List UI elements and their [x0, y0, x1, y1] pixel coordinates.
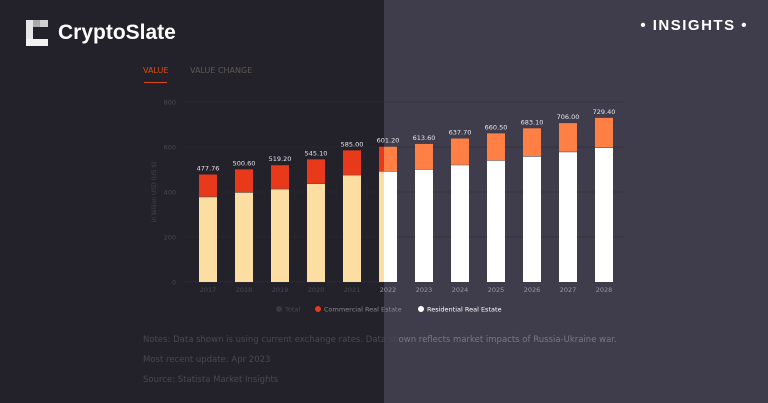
cryptoslate-logo-icon: [26, 20, 48, 46]
bar-commercial-2020: [307, 159, 325, 184]
y-tick-label: 200: [164, 234, 176, 242]
bar-commercial-2027: [559, 123, 577, 152]
y-tick-label: 800: [164, 99, 176, 107]
bar-residential-2027: [559, 151, 577, 282]
x-tick-label: 2021: [344, 286, 361, 294]
data-label: 683.10: [521, 118, 544, 126]
x-tick-label: 2017: [200, 286, 217, 294]
x-tick-label: 2026: [524, 286, 541, 294]
x-tick-label: 2027: [560, 286, 577, 294]
data-label: 519.20: [269, 155, 292, 163]
x-tick-label: 2022: [380, 286, 397, 294]
x-tick-label: 2028: [596, 286, 613, 294]
data-label: 477.76: [197, 165, 220, 173]
bar-commercial-2022: [379, 146, 384, 172]
data-label: 545.10: [305, 149, 328, 157]
brand-name: CryptoSlate: [58, 21, 176, 44]
data-label: 601.20: [377, 137, 400, 145]
y-tick-label: 0: [172, 279, 176, 287]
legend-item[interactable]: Residential Real Estate: [427, 306, 502, 314]
bar-residential-2023: [415, 169, 433, 282]
bar-residential-2028: [595, 147, 613, 282]
data-label: 500.60: [233, 159, 256, 167]
x-tick-label: 2019: [272, 286, 289, 294]
bar-residential-2018: [235, 192, 253, 282]
legend-item[interactable]: Commercial Real Estate: [324, 306, 402, 314]
x-tick-label: 2023: [416, 286, 433, 294]
bar-commercial-2026: [523, 128, 541, 157]
bar-residential-2021: [343, 175, 361, 282]
data-label: 729.40: [593, 108, 616, 116]
legend-marker: [276, 306, 282, 312]
insights-badge: • INSIGHTS •: [640, 17, 748, 34]
x-tick-label: 2025: [488, 286, 505, 294]
bar-commercial-2022: [384, 146, 397, 172]
bar-commercial-2021: [343, 150, 361, 176]
bar-commercial-2024: [451, 138, 469, 165]
data-label: 637.70: [449, 129, 472, 137]
bar-residential-2025: [487, 160, 505, 282]
tab-value[interactable]: VALUE: [143, 66, 169, 83]
bar-residential-2022: [379, 171, 384, 282]
data-label: 660.50: [485, 123, 508, 131]
bar-commercial-2023: [415, 143, 433, 170]
legend-item[interactable]: Total: [284, 306, 300, 314]
y-axis-label: in billion USD (US $): [151, 162, 158, 223]
tab-value-change[interactable]: VALUE CHANGE: [190, 66, 253, 75]
x-tick-label: 2020: [308, 286, 325, 294]
data-label: 585.00: [341, 140, 364, 148]
bar-commercial-2028: [595, 117, 613, 148]
data-label: 706.00: [557, 113, 580, 121]
notes-text: Notes: Data shown is using current excha…: [143, 335, 617, 345]
update-text: Most recent update: Apr 2023: [143, 355, 271, 365]
bars-group: [384, 117, 613, 282]
bar-residential-2017: [199, 196, 217, 282]
bar-residential-2019: [271, 189, 289, 282]
data-label: 613.60: [413, 134, 436, 142]
y-tick-label: 400: [164, 189, 176, 197]
bar-residential-2020: [307, 183, 325, 282]
bar-residential-2024: [451, 165, 469, 282]
bar-residential-2022: [384, 171, 397, 282]
legend-marker: [418, 306, 424, 312]
y-tick-label: 600: [164, 144, 176, 152]
x-tick-label: 2018: [236, 286, 253, 294]
bar-commercial-2017: [199, 174, 217, 197]
bar-residential-2026: [523, 156, 541, 282]
x-tick-label: 2024: [452, 286, 469, 294]
bar-commercial-2019: [271, 165, 289, 190]
bars-group: [199, 146, 384, 282]
legend-marker: [315, 306, 321, 312]
source-text: Source: Statista Market Insights: [143, 375, 279, 385]
bar-commercial-2025: [487, 133, 505, 161]
bar-commercial-2018: [235, 169, 253, 193]
